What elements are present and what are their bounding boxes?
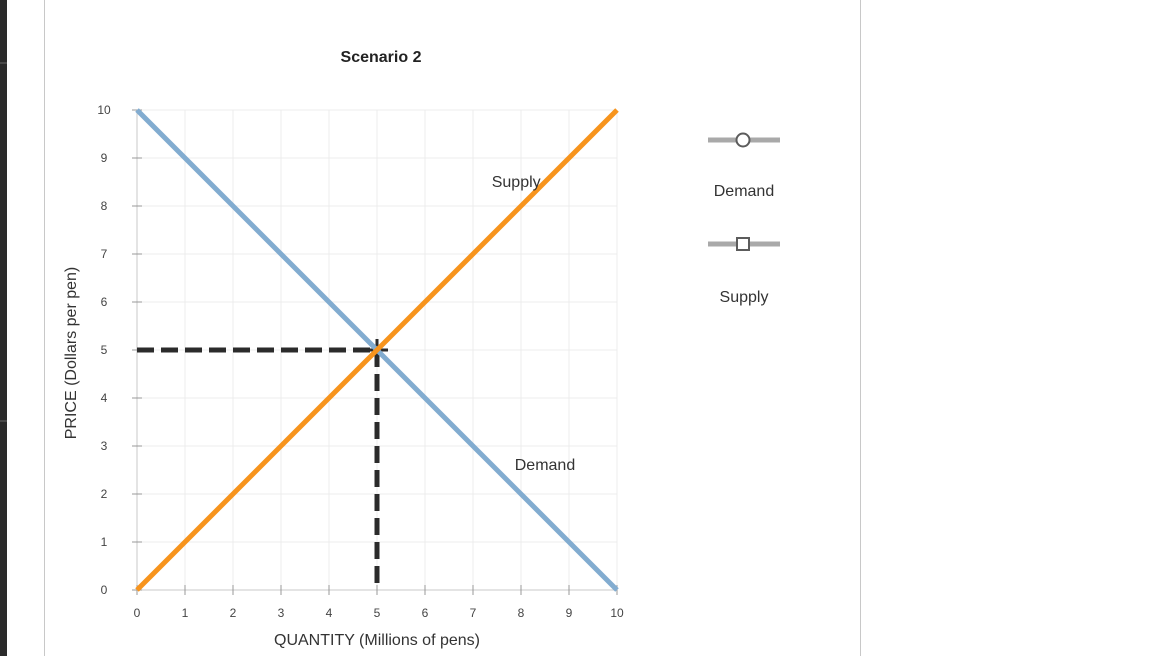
panel-border-left bbox=[44, 0, 45, 656]
edge-notch bbox=[0, 62, 7, 64]
series-lines[interactable] bbox=[135, 108, 619, 592]
y-axis-ticks: 0 1 2 3 4 5 6 7 8 9 10 bbox=[97, 103, 142, 597]
y-tick-label: 6 bbox=[101, 295, 108, 309]
y-tick-label: 3 bbox=[101, 439, 108, 453]
demand-legend-icon bbox=[708, 132, 780, 148]
x-tick-label: 3 bbox=[278, 606, 285, 620]
annotations: Supply Demand bbox=[492, 174, 576, 474]
y-tick-label: 1 bbox=[101, 535, 108, 549]
edge-notch bbox=[0, 420, 7, 422]
supply-demand-chart: Scenario 2 0 1 2 3 4 5 6 7 8 9 10 0 1 2 3 4 5 6 7 8 9 10 Sup… bbox=[63, 49, 624, 649]
x-tick-label: 6 bbox=[422, 606, 429, 620]
y-tick-label: 5 bbox=[101, 343, 108, 357]
y-tick-label: 7 bbox=[101, 247, 108, 261]
x-tick-label: 2 bbox=[230, 606, 237, 620]
annotation-label: Supply bbox=[492, 174, 541, 191]
equilibrium-guides bbox=[137, 339, 388, 590]
x-tick-label: 5 bbox=[374, 606, 381, 620]
x-tick-label: 10 bbox=[610, 606, 624, 620]
y-tick-label: 0 bbox=[101, 583, 108, 597]
window-left-edge bbox=[0, 0, 7, 656]
y-tick-label: 8 bbox=[101, 199, 108, 213]
y-tick-label: 4 bbox=[101, 391, 108, 405]
legend-label-supply: Supply bbox=[719, 289, 769, 306]
x-axis-label: QUANTITY (Millions of pens) bbox=[274, 632, 480, 649]
y-tick-label: 2 bbox=[101, 487, 108, 501]
x-tick-label: 1 bbox=[182, 606, 189, 620]
y-tick-label: 10 bbox=[97, 103, 111, 117]
legend-item-demand[interactable]: Demand bbox=[700, 128, 790, 200]
x-tick-label: 9 bbox=[566, 606, 573, 620]
x-tick-label: 0 bbox=[134, 606, 141, 620]
x-tick-label: 8 bbox=[518, 606, 525, 620]
annotation-label: Demand bbox=[515, 457, 575, 474]
chart-title: Scenario 2 bbox=[341, 49, 422, 66]
supply-legend-icon bbox=[708, 237, 780, 251]
x-tick-label: 7 bbox=[470, 606, 477, 620]
series-line-supply bbox=[135, 108, 619, 592]
x-tick-label: 4 bbox=[326, 606, 333, 620]
panel-border-right bbox=[860, 0, 861, 656]
y-tick-label: 9 bbox=[101, 151, 108, 165]
y-axis-label: PRICE (Dollars per pen) bbox=[63, 267, 80, 440]
legend-item-supply[interactable]: Supply bbox=[700, 232, 790, 306]
legend-label-demand: Demand bbox=[713, 183, 775, 200]
